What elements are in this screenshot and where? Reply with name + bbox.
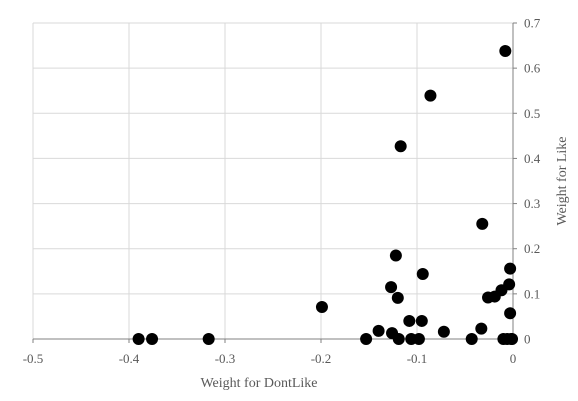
y-tick-label: 0.1 — [524, 286, 540, 301]
y-tick-label: 0 — [524, 332, 531, 347]
x-tick-label: -0.1 — [407, 351, 428, 366]
data-point — [372, 324, 385, 337]
x-tick-label: -0.4 — [119, 351, 140, 366]
x-tick-label: -0.2 — [311, 351, 332, 366]
data-point — [146, 333, 159, 345]
data-point — [424, 89, 437, 102]
x-tick-labels: -0.5 -0.4 -0.3 -0.2 -0.1 0 — [23, 351, 517, 366]
data-point — [499, 44, 512, 57]
x-tick-label: 0 — [510, 351, 517, 366]
data-point — [437, 325, 450, 338]
x-axis-title: Weight for DontLike — [200, 376, 317, 391]
x-tick-label: -0.3 — [215, 351, 236, 366]
y-tick-label: 0.4 — [524, 151, 541, 166]
data-point — [506, 333, 519, 345]
data-point — [385, 281, 398, 294]
data-point — [389, 249, 402, 262]
y-tick-label: 0.5 — [524, 106, 540, 121]
data-point — [392, 333, 405, 345]
horizontal-gridlines — [33, 22, 513, 295]
x-tick-label: -0.5 — [23, 351, 44, 366]
data-point — [503, 278, 516, 291]
data-point — [504, 307, 517, 320]
y-tick-label: 0.2 — [524, 241, 540, 256]
data-point — [476, 217, 489, 230]
y-tick-label: 0.7 — [524, 16, 541, 31]
data-point — [465, 333, 478, 345]
data-point — [202, 333, 215, 345]
data-points — [132, 44, 519, 345]
data-point — [504, 262, 517, 275]
data-point — [315, 300, 328, 313]
y-tick-label: 0.3 — [524, 196, 540, 211]
data-point — [403, 314, 416, 327]
y-axis-title: Weight for Like — [555, 136, 570, 225]
data-point — [416, 267, 429, 280]
data-point — [360, 333, 373, 345]
data-point — [394, 140, 407, 153]
data-point — [412, 333, 425, 345]
data-point — [475, 322, 488, 335]
data-point — [391, 291, 404, 304]
data-point — [132, 333, 145, 345]
axes — [32, 22, 517, 343]
y-tick-labels: 0 0.1 0.2 0.3 0.4 0.5 0.6 0.7 — [524, 16, 541, 347]
data-point — [415, 314, 428, 327]
vertical-gridlines — [32, 23, 418, 339]
y-tick-label: 0.6 — [524, 61, 541, 76]
